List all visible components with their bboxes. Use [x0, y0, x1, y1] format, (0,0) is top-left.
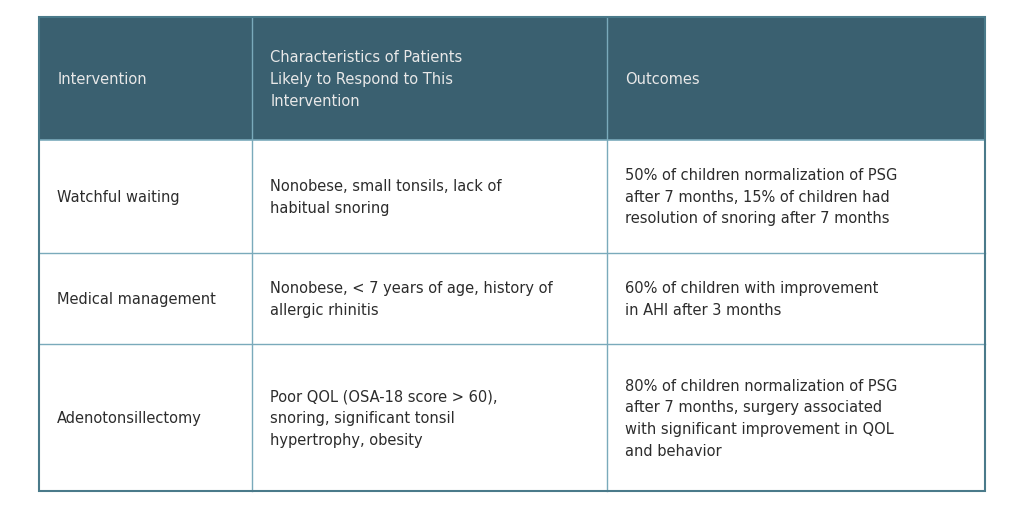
Text: 80% of children normalization of PSG
after 7 months, surgery associated
with sig: 80% of children normalization of PSG aft…	[625, 378, 897, 458]
Bar	[39, 140, 985, 491]
Text: Nonobese, < 7 years of age, history of
allergic rhinitis: Nonobese, < 7 years of age, history of a…	[270, 280, 553, 317]
Text: Intervention: Intervention	[57, 72, 147, 87]
Text: Nonobese, small tonsils, lack of
habitual snoring: Nonobese, small tonsils, lack of habitua…	[270, 179, 502, 215]
Bar	[39, 18, 985, 140]
Text: Outcomes: Outcomes	[625, 72, 699, 87]
Text: 50% of children normalization of PSG
after 7 months, 15% of children had
resolut: 50% of children normalization of PSG aft…	[625, 168, 897, 226]
Text: 60% of children with improvement
in AHI after 3 months: 60% of children with improvement in AHI …	[625, 280, 879, 317]
Text: Medical management: Medical management	[57, 292, 216, 306]
Text: Adenotonsillectomy: Adenotonsillectomy	[57, 410, 202, 426]
Text: Watchful waiting: Watchful waiting	[57, 189, 180, 205]
Text: Characteristics of Patients
Likely to Respond to This
Intervention: Characteristics of Patients Likely to Re…	[270, 50, 463, 108]
Text: Poor QOL (OSA-18 score > 60),
snoring, significant tonsil
hypertrophy, obesity: Poor QOL (OSA-18 score > 60), snoring, s…	[270, 389, 498, 447]
